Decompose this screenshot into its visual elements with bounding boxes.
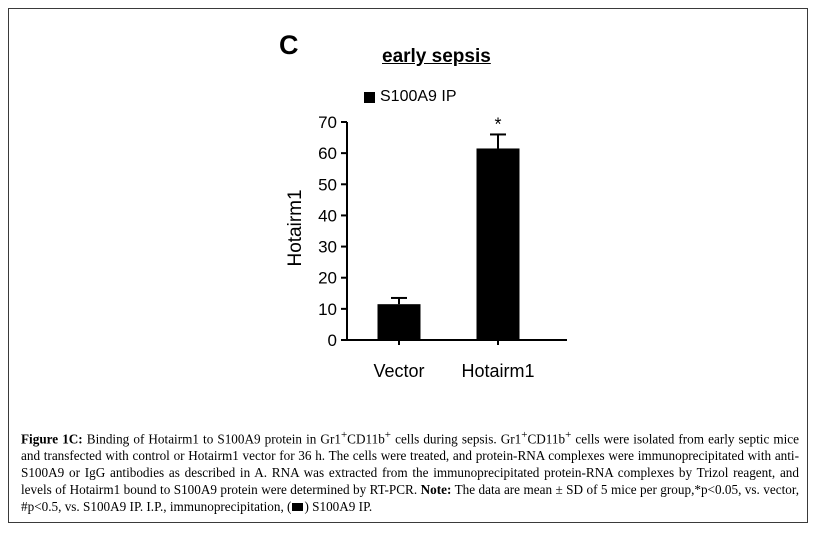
bar <box>476 148 520 340</box>
chart-bars: * <box>377 114 520 340</box>
significance-marker: * <box>494 114 501 134</box>
caption-text-2: CD11b <box>347 431 385 447</box>
caption-sup-1: + <box>340 429 348 441</box>
caption-text-4: CD11b <box>527 431 566 447</box>
figure-frame <box>8 8 808 523</box>
legend-label: S100A9 IP <box>380 88 457 105</box>
x-tick-label: Hotairm1 <box>461 361 534 381</box>
bar-chart: 0 10 20 30 40 50 60 70 Vector Hotairm1 * Hotairm1 <box>285 113 567 381</box>
y-tick-label: 50 <box>318 175 337 194</box>
y-tick-label: 20 <box>318 269 337 288</box>
x-tick-label: Vector <box>373 361 424 381</box>
chart-title: early sepsis <box>382 46 491 67</box>
bar <box>377 304 421 340</box>
y-tick-label: 0 <box>328 331 337 350</box>
caption-note-end: ) S100A9 IP. <box>304 499 373 515</box>
caption-sup-4: + <box>565 429 572 441</box>
y-tick-label: 40 <box>318 206 337 225</box>
caption-sup-3: + <box>521 429 528 441</box>
y-tick-label: 10 <box>318 300 337 319</box>
caption-text-5: cells were isolated from early septic mi… <box>21 431 800 498</box>
caption-legend-symbol <box>292 503 304 512</box>
caption-text-3: cells during sepsis. Gr1 <box>391 431 522 447</box>
panel-label: C <box>279 30 299 60</box>
y-axis-label: Hotairm1 <box>285 189 306 266</box>
chart-axes: 0 10 20 30 40 50 60 70 Vector Hotairm1 <box>318 113 567 381</box>
y-tick-label: 30 <box>318 238 337 257</box>
caption-note-label: Note: <box>420 482 452 498</box>
caption-label: Figure 1C: <box>21 431 83 447</box>
legend-swatch <box>364 91 375 103</box>
y-tick-label: 70 <box>318 113 337 132</box>
caption-sup-2: + <box>384 429 392 441</box>
figure-caption: Figure 1C: Binding of Hotairm1 to S100A9… <box>21 427 799 515</box>
caption-note-text: The data are mean ± SD of 5 mice per gro… <box>21 482 799 515</box>
y-tick-label: 60 <box>318 144 337 163</box>
caption-text-1: Binding of Hotairm1 to S100A9 protein in… <box>82 431 341 447</box>
chart-legend: S100A9 IP <box>364 88 457 106</box>
